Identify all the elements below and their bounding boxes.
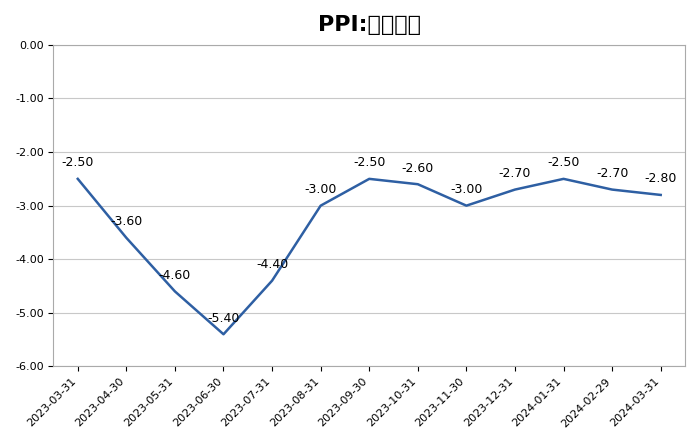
Text: -3.60: -3.60 xyxy=(110,215,143,228)
Text: -5.40: -5.40 xyxy=(207,312,239,325)
Text: -4.40: -4.40 xyxy=(256,258,288,271)
Text: -2.50: -2.50 xyxy=(547,156,580,169)
Text: -4.60: -4.60 xyxy=(159,269,191,282)
Text: -3.00: -3.00 xyxy=(450,183,482,196)
Text: -2.50: -2.50 xyxy=(62,156,94,169)
Text: -2.70: -2.70 xyxy=(499,167,531,180)
Text: -2.80: -2.80 xyxy=(645,172,677,185)
Text: -2.60: -2.60 xyxy=(402,162,434,174)
Text: -3.00: -3.00 xyxy=(304,183,337,196)
Text: -2.50: -2.50 xyxy=(353,156,386,169)
Title: PPI:当月同比: PPI:当月同比 xyxy=(318,15,421,35)
Text: -2.70: -2.70 xyxy=(596,167,629,180)
